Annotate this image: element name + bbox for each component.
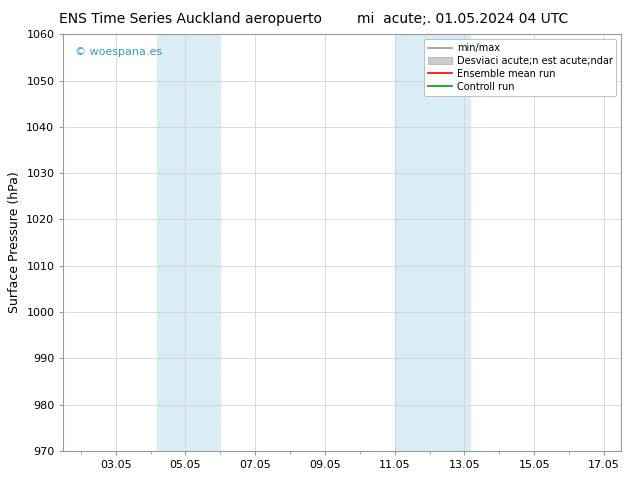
Bar (157, 34, 221, 451)
Bar (394, 34, 470, 451)
Text: © woespana.es: © woespana.es (75, 47, 162, 57)
Text: mi  acute;. 01.05.2024 04 UTC: mi acute;. 01.05.2024 04 UTC (357, 12, 569, 26)
Y-axis label: Surface Pressure (hPa): Surface Pressure (hPa) (8, 172, 21, 314)
Text: ENS Time Series Auckland aeropuerto: ENS Time Series Auckland aeropuerto (59, 12, 321, 26)
Legend: min/max, Desviaci acute;n est acute;ndar, Ensemble mean run, Controll run: min/max, Desviaci acute;n est acute;ndar… (424, 39, 616, 96)
